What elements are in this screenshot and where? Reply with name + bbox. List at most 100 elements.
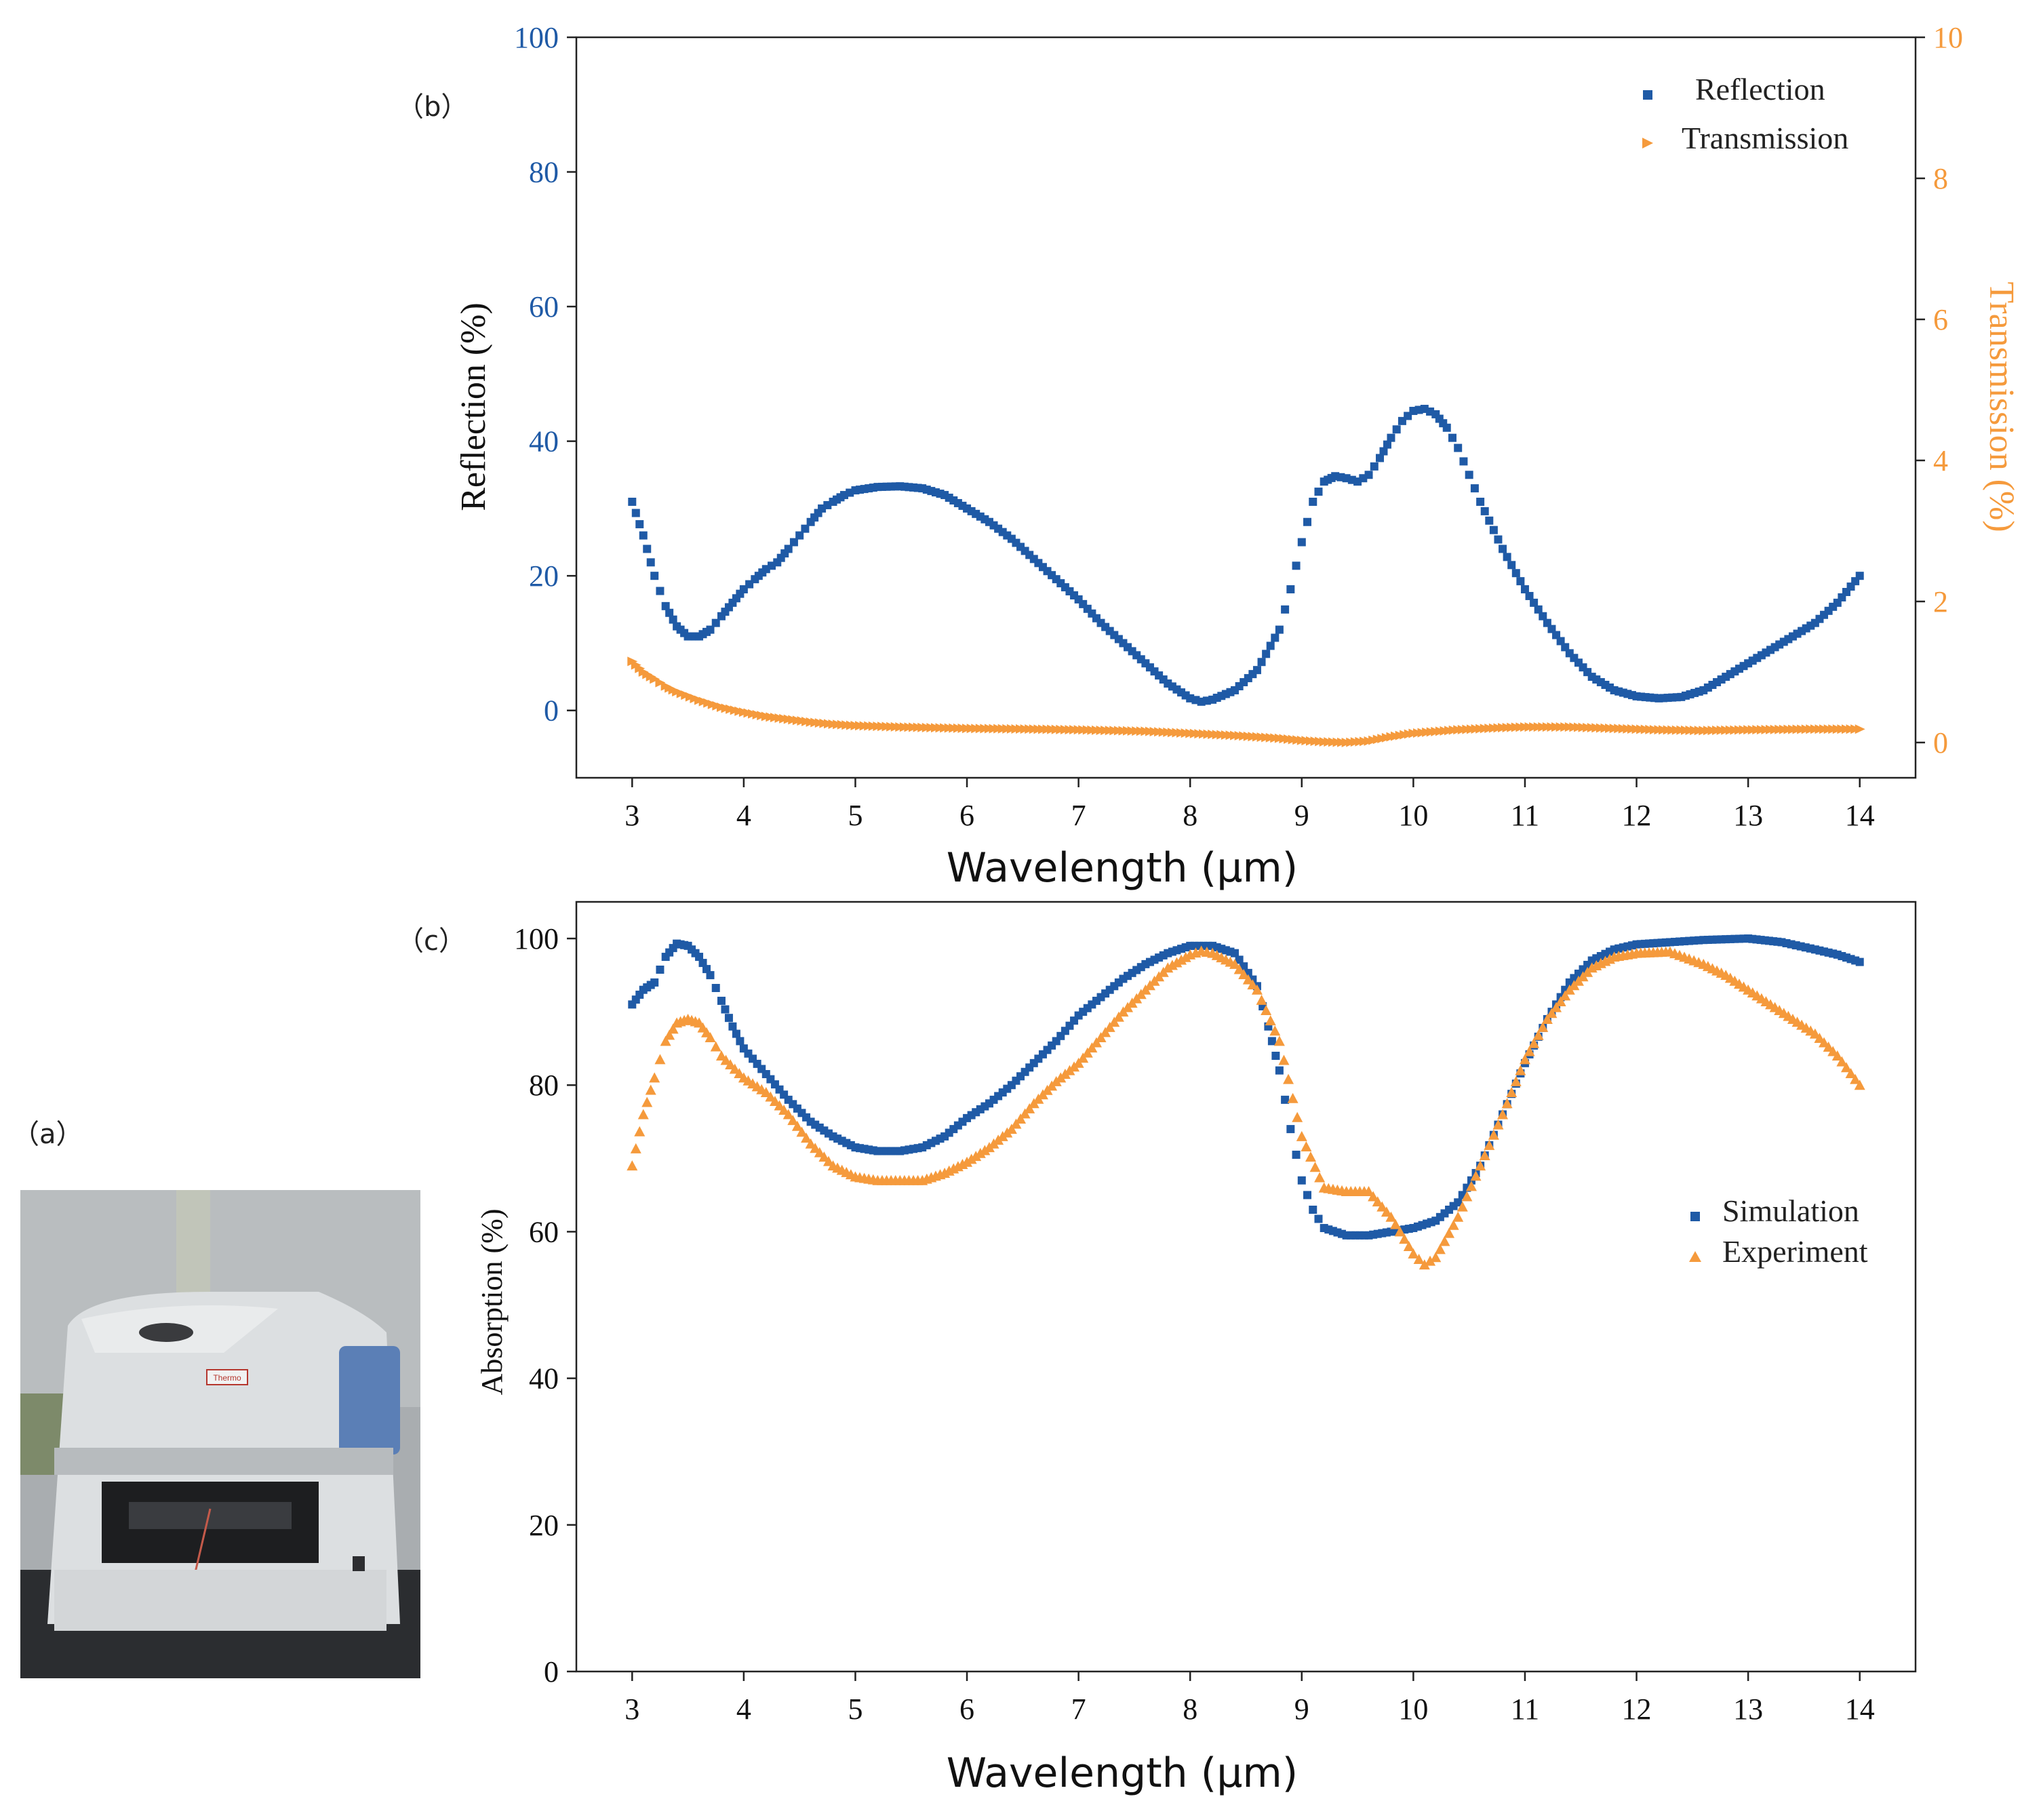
data-point-experiment bbox=[782, 1109, 794, 1120]
data-point-reflection bbox=[1489, 526, 1498, 534]
data-point-simulation bbox=[1231, 949, 1240, 957]
data-point-experiment bbox=[1439, 1235, 1450, 1246]
legend-marker-square bbox=[1627, 71, 1668, 107]
data-point-simulation bbox=[724, 1014, 733, 1023]
data-point-experiment bbox=[1823, 1042, 1834, 1052]
data-point-experiment bbox=[1399, 1233, 1410, 1244]
data-point-experiment bbox=[1176, 954, 1187, 965]
data-point-experiment bbox=[1082, 1047, 1093, 1058]
data-point-experiment bbox=[1086, 1042, 1098, 1053]
data-point-simulation bbox=[698, 959, 707, 968]
photo-brand-text: Thermo bbox=[213, 1373, 241, 1383]
data-point-experiment bbox=[715, 1050, 727, 1061]
data-point-experiment bbox=[654, 1054, 666, 1065]
data-point-reflection bbox=[1855, 572, 1864, 580]
data-point-experiment bbox=[1524, 1046, 1535, 1056]
data-point-experiment bbox=[1283, 1073, 1294, 1084]
data-point-experiment bbox=[1532, 1029, 1544, 1040]
data-point-experiment bbox=[778, 1104, 790, 1115]
data-point-simulation bbox=[656, 965, 665, 974]
data-point-experiment bbox=[645, 1084, 656, 1095]
x-tick-label: 4 bbox=[736, 799, 751, 832]
data-point-experiment bbox=[641, 1096, 653, 1107]
y-tick-label: 20 bbox=[529, 559, 559, 593]
data-point-experiment bbox=[1444, 1227, 1455, 1238]
data-point-simulation bbox=[1240, 962, 1248, 971]
data-point-reflection bbox=[665, 608, 674, 617]
x-tick-label: 4 bbox=[736, 1693, 751, 1726]
legend-label-simulation: Simulation bbox=[1722, 1193, 1859, 1228]
data-point-experiment bbox=[1519, 1054, 1530, 1065]
data-point-reflection bbox=[1511, 569, 1520, 578]
y-tick-label: 40 bbox=[529, 1362, 559, 1396]
legend-marker-square bbox=[1675, 1193, 1716, 1229]
data-point-reflection bbox=[1292, 561, 1301, 570]
data-point-experiment bbox=[765, 1091, 776, 1102]
data-point-reflection bbox=[643, 545, 652, 553]
data-point-reflection bbox=[646, 558, 655, 567]
data-point-experiment bbox=[1492, 1119, 1504, 1130]
chart-c: 3 4 5 6 7 8 9 10 11 12 13 14 0 20 40 60 80 100 Wavelengt… bbox=[475, 901, 1917, 1797]
data-point-experiment bbox=[1394, 1226, 1406, 1237]
data-point-experiment bbox=[1100, 1027, 1111, 1037]
data-point-experiment bbox=[1385, 1211, 1397, 1222]
data-point-experiment bbox=[1309, 1162, 1321, 1172]
data-point-transmission bbox=[655, 677, 666, 688]
data-point-experiment bbox=[814, 1147, 825, 1158]
data-point-reflection bbox=[1266, 641, 1275, 650]
x-tick-label: 6 bbox=[959, 799, 974, 832]
data-point-experiment bbox=[634, 1126, 646, 1136]
data-point-reflection bbox=[639, 531, 648, 540]
chart-c-legend: Simulation Experiment bbox=[1675, 1190, 1868, 1271]
chart-c-y-label: Absorption (%) bbox=[475, 1209, 509, 1396]
data-point-simulation bbox=[650, 978, 659, 987]
x-tick-label: 8 bbox=[1183, 1693, 1197, 1726]
data-point-experiment bbox=[1019, 1108, 1031, 1119]
data-point-transmission bbox=[650, 674, 660, 684]
data-point-experiment bbox=[822, 1155, 834, 1166]
data-point-transmission bbox=[1855, 724, 1865, 734]
x-tick-label: 14 bbox=[1845, 1693, 1875, 1726]
data-point-reflection bbox=[631, 509, 640, 517]
y-tick-label: 20 bbox=[529, 1509, 559, 1542]
data-point-experiment bbox=[1077, 1052, 1089, 1063]
data-point-reflection bbox=[1454, 443, 1463, 452]
data-point-experiment bbox=[1836, 1056, 1848, 1067]
data-point-experiment bbox=[1265, 1015, 1276, 1026]
chart-b-frame bbox=[575, 36, 1917, 779]
x-tick-label: 10 bbox=[1398, 799, 1428, 832]
data-point-experiment bbox=[1368, 1191, 1379, 1202]
data-point-experiment bbox=[1166, 960, 1178, 970]
data-point-experiment bbox=[1831, 1050, 1843, 1061]
spectrometer-illustration: Thermo bbox=[20, 1190, 420, 1678]
data-point-experiment bbox=[1827, 1046, 1839, 1056]
data-point-reflection bbox=[1376, 454, 1384, 462]
data-point-experiment bbox=[1560, 990, 1571, 1001]
data-point-reflection bbox=[628, 497, 637, 506]
data-point-experiment bbox=[1528, 1037, 1540, 1048]
data-point-experiment bbox=[1006, 1124, 1017, 1134]
data-point-reflection bbox=[650, 572, 659, 580]
y-tick-label: 60 bbox=[529, 290, 559, 323]
x-tick-label: 14 bbox=[1845, 799, 1875, 832]
data-point-experiment bbox=[649, 1072, 660, 1083]
data-point-reflection bbox=[1364, 471, 1373, 479]
y-tick-label: 100 bbox=[514, 21, 559, 54]
data-point-simulation bbox=[702, 965, 711, 974]
data-point-reflection bbox=[1387, 433, 1395, 442]
legend-marker-triangle-right bbox=[1627, 120, 1668, 156]
data-point-experiment bbox=[1238, 969, 1250, 980]
data-point-experiment bbox=[974, 1147, 986, 1158]
data-point-experiment bbox=[1850, 1073, 1861, 1084]
data-point-reflection bbox=[1448, 433, 1456, 442]
chart-b: 3 4 5 6 7 8 9 10 11 12 13 14 0 20 40 60 80 100 0 2 4 6 8 10 W… bbox=[454, 21, 2021, 892]
chart-b-y2-ticks: 0 2 4 6 8 10 bbox=[1916, 21, 1963, 759]
data-point-experiment bbox=[1845, 1067, 1857, 1078]
data-point-reflection bbox=[1212, 694, 1221, 703]
data-point-experiment bbox=[1408, 1248, 1419, 1259]
data-point-experiment bbox=[791, 1120, 803, 1131]
data-point-experiment bbox=[1073, 1057, 1084, 1068]
data-point-reflection bbox=[1286, 585, 1295, 594]
data-point-reflection bbox=[1525, 591, 1534, 600]
data-point-experiment bbox=[801, 1132, 812, 1143]
